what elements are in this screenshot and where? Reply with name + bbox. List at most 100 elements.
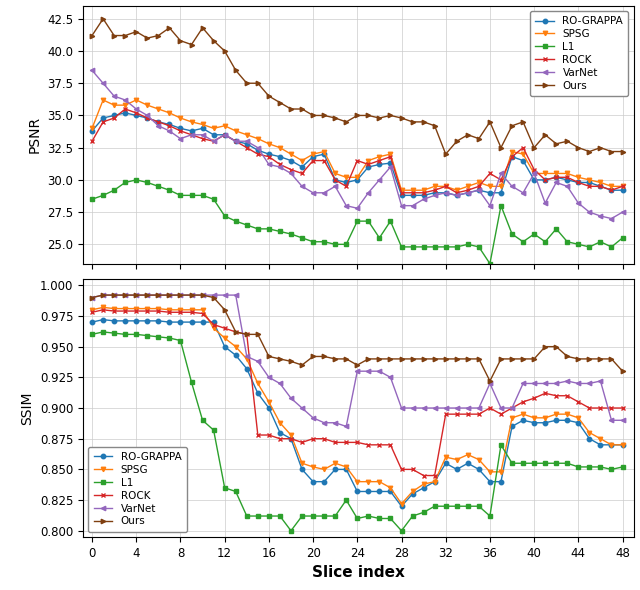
VarNet <box>431 192 438 199</box>
VarNet <box>199 131 207 138</box>
RO-GRAPPA <box>276 153 284 160</box>
RO-GRAPPA <box>508 423 516 430</box>
SPSG <box>464 183 472 190</box>
Ours <box>464 131 472 138</box>
Line: L1: L1 <box>90 178 625 266</box>
L1 <box>475 243 483 250</box>
L1 <box>431 503 438 510</box>
SPSG <box>497 183 505 190</box>
VarNet <box>254 144 262 151</box>
RO-GRAPPA <box>596 441 604 448</box>
L1 <box>265 513 273 520</box>
ROCK <box>221 131 228 138</box>
L1 <box>99 192 107 199</box>
ROCK <box>199 310 207 317</box>
L1 <box>464 241 472 248</box>
L1 <box>586 243 593 250</box>
RO-GRAPPA <box>122 317 129 324</box>
RO-GRAPPA <box>486 478 494 485</box>
L1 <box>188 192 195 199</box>
RO-GRAPPA <box>508 153 516 160</box>
RO-GRAPPA <box>254 147 262 154</box>
Ours <box>132 28 140 35</box>
Ours <box>265 93 273 100</box>
SPSG <box>552 411 560 418</box>
Ours <box>154 32 162 39</box>
Ours <box>420 355 428 362</box>
RO-GRAPPA <box>320 150 328 158</box>
VarNet <box>287 395 295 402</box>
L1 <box>309 513 317 520</box>
SPSG <box>420 186 428 194</box>
SPSG <box>376 153 383 160</box>
SPSG <box>254 135 262 142</box>
L1 <box>541 238 549 245</box>
ROCK <box>563 392 571 399</box>
VarNet <box>243 353 251 360</box>
ROCK <box>420 189 428 196</box>
Ours <box>188 41 195 48</box>
L1 <box>442 503 449 510</box>
VarNet <box>519 189 527 196</box>
Ours <box>397 355 405 362</box>
RO-GRAPPA <box>464 460 472 467</box>
ROCK <box>586 405 593 412</box>
VarNet <box>332 419 339 427</box>
VarNet <box>88 294 96 301</box>
SPSG <box>332 170 339 177</box>
SPSG <box>397 500 405 507</box>
SPSG <box>397 186 405 194</box>
ROCK <box>619 183 627 190</box>
VarNet <box>563 183 571 190</box>
Ours <box>475 135 483 142</box>
SPSG <box>265 398 273 405</box>
RO-GRAPPA <box>409 490 417 497</box>
SPSG <box>431 183 438 190</box>
L1 <box>88 331 96 338</box>
Ours <box>531 144 538 151</box>
ROCK <box>332 176 339 183</box>
L1 <box>188 379 195 386</box>
SPSG <box>122 305 129 312</box>
VarNet <box>464 189 472 196</box>
ROCK <box>309 157 317 164</box>
ROCK <box>154 119 162 126</box>
L1 <box>287 527 295 535</box>
ROCK <box>243 331 251 338</box>
Line: SPSG: SPSG <box>90 305 625 506</box>
L1 <box>420 509 428 516</box>
SPSG <box>342 174 350 181</box>
Ours <box>387 112 394 119</box>
ROCK <box>376 157 383 164</box>
Ours <box>353 362 361 369</box>
Ours <box>254 331 262 338</box>
RO-GRAPPA <box>531 419 538 427</box>
Ours <box>607 355 615 362</box>
ROCK <box>143 114 151 122</box>
RO-GRAPPA <box>442 189 449 196</box>
SPSG <box>132 305 140 312</box>
SPSG <box>177 114 184 122</box>
RO-GRAPPA <box>353 488 361 495</box>
SPSG <box>409 488 417 495</box>
ROCK <box>508 153 516 160</box>
ROCK <box>353 157 361 164</box>
Ours <box>287 358 295 365</box>
Ours <box>210 37 218 44</box>
RO-GRAPPA <box>497 478 505 485</box>
SPSG <box>596 435 604 442</box>
L1 <box>409 243 417 250</box>
L1 <box>243 513 251 520</box>
SPSG <box>353 174 361 181</box>
ROCK <box>387 441 394 448</box>
VarNet <box>210 291 218 299</box>
VarNet <box>221 131 228 138</box>
ROCK <box>243 144 251 151</box>
L1 <box>531 231 538 238</box>
ROCK <box>166 122 173 129</box>
VarNet <box>309 189 317 196</box>
RO-GRAPPA <box>132 317 140 324</box>
SPSG <box>453 186 461 194</box>
L1 <box>298 234 306 241</box>
SPSG <box>188 306 195 313</box>
